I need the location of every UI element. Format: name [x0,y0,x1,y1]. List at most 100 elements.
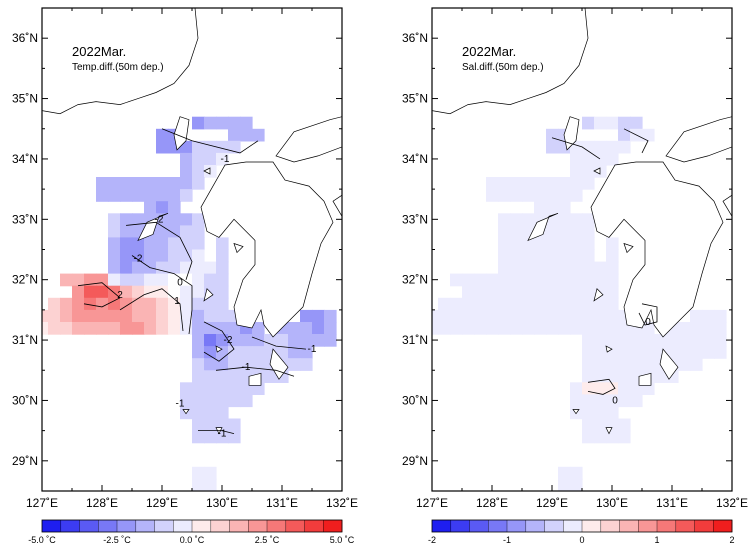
grid-cell [168,322,181,335]
lon-label: 128˚E [476,496,508,510]
grid-cell [180,225,193,239]
landmass [332,194,342,217]
landmass [203,288,214,302]
grid-cell [180,213,193,226]
grid-cell [108,177,121,190]
colorbar-swatch [135,520,155,532]
grid-cell [204,406,217,420]
temperature-colorbar: -5.0 ˚C -2.5 ˚C 0.0 ˚C 2.5 ˚C 5.0 ˚C [28,519,355,545]
grid-cell [108,213,121,226]
grid-cell [96,273,109,287]
contour-line [125,221,193,280]
lon-label: 130˚E [596,496,628,510]
grid-cell [180,297,193,311]
grid-cell [180,152,193,166]
grid-cell [168,273,181,287]
landmass [605,427,613,435]
grid-cell [546,273,559,287]
grid-cell [240,334,253,347]
grid-cell [570,165,583,178]
grid-cell [462,322,475,335]
grid-cell [132,213,145,226]
grid-cell [534,285,547,299]
grid-cell [192,297,205,311]
coastline-layer [42,8,342,435]
grid-cell [156,322,169,335]
grid-cell [618,394,631,408]
landmass [432,8,589,115]
panel-title: 2022Mar. [72,44,126,59]
grid-cell [168,285,181,299]
grid-cell [630,116,643,130]
lat-label: 31˚N [402,333,428,347]
landmass [215,345,223,353]
grid-cell [180,165,193,178]
grid-cell [108,237,121,251]
grid-cell [582,322,595,335]
grid-cell [252,346,265,359]
grid-cell [144,273,157,287]
grid-cell [582,370,595,383]
grid-cell [450,309,463,323]
grid-cell [216,261,229,275]
grid-cell [510,285,523,299]
grid-cell [702,322,715,335]
landmass [269,348,289,380]
grid-cell [594,140,607,154]
grid-cell [450,322,463,335]
grid-cell [204,430,217,444]
colorbar-label: -2 [428,535,436,545]
grid-cell [204,478,217,491]
grid-cell [606,334,619,347]
grid-cell [156,285,169,299]
grid-cell [606,140,619,154]
landmass [623,242,634,254]
grid-cell [438,297,451,311]
grid-cell [546,225,559,239]
grid-cell [546,189,559,202]
grid-cell [678,322,691,335]
grid-cell [156,177,169,190]
grid-cell [606,116,619,130]
lat-label: 29˚N [402,454,428,468]
colorbar-swatch [600,520,620,532]
grid-cell [618,430,631,444]
lon-label: 132˚E [326,496,358,510]
grid-cell [678,346,691,359]
grid-cell [690,309,703,323]
grid-cell [498,249,511,263]
grid-cell [120,177,133,190]
lon-label: 132˚E [716,496,748,510]
contour-line [623,128,649,154]
grid-cell [120,249,133,263]
grid-cell [642,128,655,142]
grid-cell [690,346,703,359]
grid-cell [204,116,217,130]
grid-cell [192,466,205,480]
grid-cell [312,334,325,347]
grid-cell [594,152,607,166]
colorbar-swatch [304,520,324,532]
grid-cell [168,177,181,190]
panel-subtitle: Sal.diff.(50m dep.) [462,62,544,73]
grid-cell [582,116,595,130]
colorbar-label: -5.0 ˚C [28,535,56,545]
grid-cell [60,297,73,311]
grid-cell [570,261,583,275]
grid-cell [546,322,559,335]
grid-cell [642,334,655,347]
grid-cell [300,358,313,371]
grid-cell [168,213,181,226]
grid-cell [522,249,535,263]
landmass [605,345,613,353]
colorbar-swatch [488,520,508,532]
grid-cell [300,346,313,359]
grid-cell [606,406,619,420]
grid-cell [702,346,715,359]
grid-cell [120,273,133,287]
grid-cell [84,273,97,287]
grid-cell [240,128,253,142]
grid-cell [204,418,217,432]
landmass [182,409,190,415]
colorbar-swatch [432,520,452,532]
